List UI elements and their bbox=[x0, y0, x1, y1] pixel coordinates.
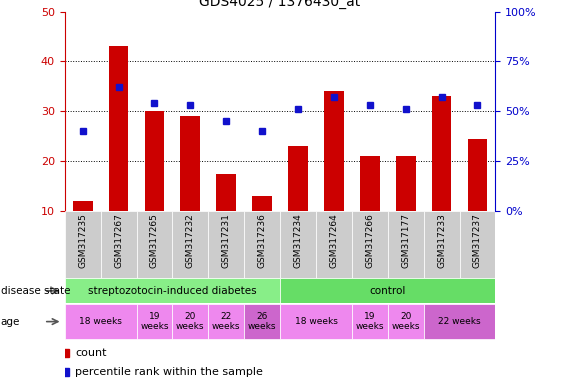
Text: 22
weeks: 22 weeks bbox=[212, 312, 240, 331]
Bar bbox=[280, 278, 495, 303]
Bar bbox=[208, 304, 244, 339]
Bar bbox=[73, 201, 92, 211]
Bar bbox=[172, 211, 208, 278]
Bar bbox=[208, 211, 244, 278]
Text: GSM317233: GSM317233 bbox=[437, 213, 446, 268]
Bar bbox=[109, 46, 128, 211]
Text: 19
weeks: 19 weeks bbox=[140, 312, 169, 331]
Text: GSM317236: GSM317236 bbox=[258, 213, 267, 268]
Text: GSM317232: GSM317232 bbox=[186, 213, 195, 268]
Text: GSM317264: GSM317264 bbox=[329, 213, 338, 268]
Bar bbox=[424, 304, 495, 339]
Bar bbox=[324, 91, 344, 211]
Text: 22 weeks: 22 weeks bbox=[438, 317, 481, 326]
Bar bbox=[424, 211, 459, 278]
Text: control: control bbox=[369, 286, 406, 296]
Text: 18 weeks: 18 weeks bbox=[79, 317, 122, 326]
Text: GSM317231: GSM317231 bbox=[222, 213, 231, 268]
Bar bbox=[216, 174, 236, 211]
Text: count: count bbox=[75, 348, 106, 358]
Bar bbox=[181, 116, 200, 211]
Bar bbox=[388, 304, 424, 339]
Bar bbox=[145, 111, 164, 211]
Text: 20
weeks: 20 weeks bbox=[176, 312, 204, 331]
Bar bbox=[316, 211, 352, 278]
Bar bbox=[172, 304, 208, 339]
Bar bbox=[352, 211, 388, 278]
Bar bbox=[388, 211, 424, 278]
Text: percentile rank within the sample: percentile rank within the sample bbox=[75, 367, 263, 377]
Bar bbox=[352, 304, 388, 339]
Bar bbox=[65, 304, 137, 339]
Bar bbox=[280, 304, 352, 339]
Bar bbox=[360, 156, 379, 211]
Bar bbox=[396, 156, 415, 211]
Text: disease state: disease state bbox=[1, 286, 70, 296]
Bar bbox=[244, 211, 280, 278]
Bar bbox=[244, 304, 280, 339]
Text: GSM317237: GSM317237 bbox=[473, 213, 482, 268]
Text: GSM317267: GSM317267 bbox=[114, 213, 123, 268]
Bar bbox=[101, 211, 137, 278]
Text: 26
weeks: 26 weeks bbox=[248, 312, 276, 331]
Text: GSM317266: GSM317266 bbox=[365, 213, 374, 268]
Bar bbox=[65, 211, 101, 278]
Text: GSM317177: GSM317177 bbox=[401, 213, 410, 268]
Bar bbox=[137, 211, 172, 278]
Bar bbox=[65, 278, 280, 303]
Text: 19
weeks: 19 weeks bbox=[356, 312, 384, 331]
Text: GSM317265: GSM317265 bbox=[150, 213, 159, 268]
Text: GSM317234: GSM317234 bbox=[293, 213, 302, 268]
Bar bbox=[459, 211, 495, 278]
Bar bbox=[252, 196, 272, 211]
Title: GDS4025 / 1376430_at: GDS4025 / 1376430_at bbox=[199, 0, 361, 9]
Bar bbox=[280, 211, 316, 278]
Text: streptozotocin-induced diabetes: streptozotocin-induced diabetes bbox=[88, 286, 257, 296]
Text: age: age bbox=[1, 316, 20, 327]
Bar bbox=[288, 146, 308, 211]
Text: GSM317235: GSM317235 bbox=[78, 213, 87, 268]
Text: 20
weeks: 20 weeks bbox=[391, 312, 420, 331]
Bar bbox=[468, 139, 488, 211]
Bar bbox=[432, 96, 452, 211]
Bar bbox=[137, 304, 172, 339]
Text: 18 weeks: 18 weeks bbox=[294, 317, 337, 326]
